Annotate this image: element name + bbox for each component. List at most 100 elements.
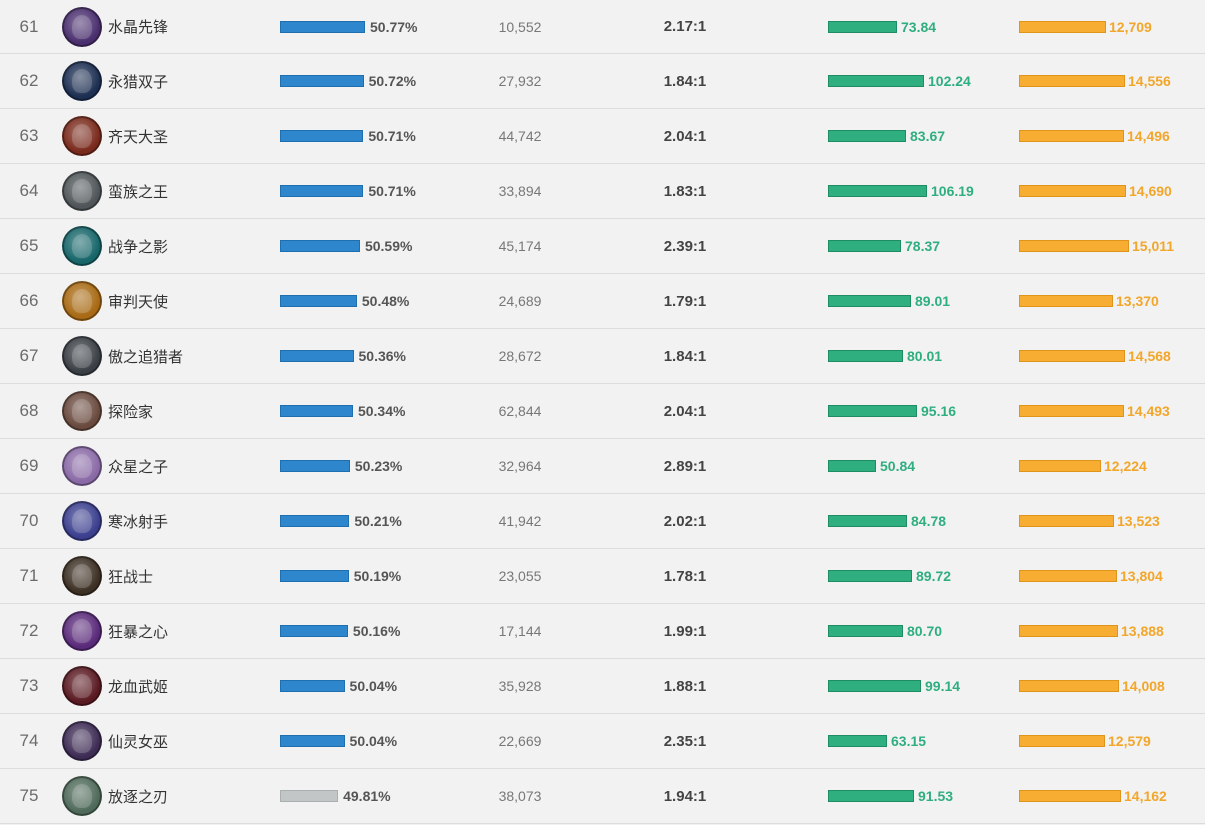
win-rate-cell: 50.71%: [280, 164, 416, 218]
games-played-value: 44,742: [498, 128, 542, 144]
win-rate-cell: 50.04%: [280, 659, 397, 713]
gold-cell: 14,690: [1019, 164, 1172, 218]
table-row[interactable]: 71 狂战士 50.19% 23,055 1.78:1 89.72 13,804: [0, 549, 1205, 604]
table-row[interactable]: 69 众星之子 50.23% 32,964 2.89:1 50.84 12,22…: [0, 439, 1205, 494]
champion-name[interactable]: 寒冰射手: [108, 512, 169, 531]
gold-value: 14,493: [1127, 403, 1170, 419]
gold-value: 12,579: [1108, 733, 1151, 749]
table-row[interactable]: 65 战争之影 50.59% 45,174 2.39:1 78.37 15,01…: [0, 219, 1205, 274]
champion-avatar[interactable]: [62, 61, 102, 101]
champion-name[interactable]: 探险家: [108, 402, 154, 421]
gold-value: 14,690: [1129, 183, 1172, 199]
table-row[interactable]: 68 探险家 50.34% 62,844 2.04:1 95.16 14,493: [0, 384, 1205, 439]
table-row[interactable]: 63 齐天大圣 50.71% 44,742 2.04:1 83.67 14,49…: [0, 109, 1205, 164]
damage-bar: [828, 735, 887, 747]
win-rate-bar: [280, 515, 350, 527]
champion-avatar[interactable]: [62, 281, 102, 321]
games-played-value: 33,894: [498, 183, 542, 199]
champion-avatar[interactable]: [62, 501, 102, 541]
gold-cell: 14,008: [1019, 659, 1165, 713]
kda-ratio-value: 2.04:1: [663, 402, 707, 420]
champion-name[interactable]: 仙灵女巫: [108, 732, 169, 751]
champion-avatar[interactable]: [62, 721, 102, 761]
kda-ratio-value: 1.83:1: [663, 182, 707, 200]
gold-cell: 14,496: [1019, 109, 1170, 163]
damage-value: 80.70: [907, 623, 943, 639]
win-rate-bar: [280, 350, 354, 362]
win-rate-cell: 50.77%: [280, 0, 417, 53]
gold-cell: 13,370: [1019, 274, 1159, 328]
damage-cell: 95.16: [828, 384, 956, 438]
champion-name[interactable]: 永猎双子: [108, 72, 169, 91]
win-rate-bar: [280, 460, 350, 472]
damage-bar: [828, 790, 914, 802]
table-row[interactable]: 72 狂暴之心 50.16% 17,144 1.99:1 80.70 13,88…: [0, 604, 1205, 659]
table-row[interactable]: 61 水晶先锋 50.77% 10,552 2.17:1 73.84 12,70…: [0, 0, 1205, 54]
champion-name[interactable]: 龙血武姬: [108, 677, 169, 696]
win-rate-cell: 50.23%: [280, 439, 402, 493]
champion-avatar[interactable]: [62, 171, 102, 211]
rank-number: 65: [19, 236, 39, 255]
damage-value: 80.01: [907, 348, 943, 364]
damage-value: 78.37: [905, 238, 941, 254]
champion-avatar[interactable]: [62, 556, 102, 596]
win-rate-bar: [280, 75, 364, 87]
champion-avatar[interactable]: [62, 776, 102, 816]
damage-cell: 83.67: [828, 109, 945, 163]
champion-avatar[interactable]: [62, 611, 102, 651]
rank-number: 72: [19, 621, 39, 640]
champion-name[interactable]: 狂暴之心: [108, 622, 169, 641]
champion-name[interactable]: 审判天使: [108, 292, 169, 311]
games-played-value: 23,055: [498, 568, 542, 584]
table-row[interactable]: 75 放逐之刃 49.81% 38,073 1.94:1 91.53 14,16…: [0, 769, 1205, 824]
games-played-value: 35,928: [498, 678, 542, 694]
champion-avatar[interactable]: [62, 226, 102, 266]
kda-ratio-value: 1.88:1: [663, 677, 707, 695]
win-rate-value: 50.36%: [358, 348, 406, 364]
champion-name[interactable]: 傲之追猎者: [108, 347, 184, 366]
gold-cell: 14,568: [1019, 329, 1171, 383]
win-rate-value: 50.71%: [368, 128, 416, 144]
damage-cell: 78.37: [828, 219, 940, 273]
table-row[interactable]: 66 审判天使 50.48% 24,689 1.79:1 89.01 13,37…: [0, 274, 1205, 329]
table-row[interactable]: 67 傲之追猎者 50.36% 28,672 1.84:1 80.01 14,5…: [0, 329, 1205, 384]
table-row[interactable]: 70 寒冰射手 50.21% 41,942 2.02:1 84.78 13,52…: [0, 494, 1205, 549]
champion-name[interactable]: 水晶先锋: [108, 18, 169, 36]
champion-name[interactable]: 战争之影: [108, 237, 169, 256]
champion-avatar[interactable]: [62, 116, 102, 156]
damage-bar: [828, 240, 901, 252]
gold-cell: 12,224: [1019, 439, 1147, 493]
rank-number: 75: [19, 786, 39, 805]
damage-cell: 80.70: [828, 604, 942, 658]
win-rate-value: 50.16%: [352, 623, 401, 639]
table-row[interactable]: 73 龙血武姬 50.04% 35,928 1.88:1 99.14 14,00…: [0, 659, 1205, 714]
win-rate-bar: [280, 130, 364, 142]
damage-cell: 89.72: [828, 549, 951, 603]
table-row[interactable]: 62 永猎双子 50.72% 27,932 1.84:1 102.24 14,5…: [0, 54, 1205, 109]
champion-avatar[interactable]: [62, 336, 102, 376]
win-rate-bar: [280, 680, 345, 692]
damage-cell: 106.19: [828, 164, 974, 218]
champion-name[interactable]: 蛮族之王: [108, 182, 169, 201]
champion-avatar[interactable]: [62, 446, 102, 486]
kda-ratio-value: 1.84:1: [663, 72, 707, 90]
rank-number: 68: [19, 401, 39, 420]
champion-avatar[interactable]: [62, 666, 102, 706]
table-row[interactable]: 64 蛮族之王 50.71% 33,894 1.83:1 106.19 14,6…: [0, 164, 1205, 219]
damage-value: 84.78: [911, 513, 947, 529]
champion-avatar[interactable]: [62, 6, 102, 47]
champion-name[interactable]: 狂战士: [108, 567, 154, 586]
win-rate-value: 50.59%: [364, 238, 413, 254]
gold-bar: [1019, 295, 1113, 307]
champion-name[interactable]: 众星之子: [108, 457, 169, 476]
kda-ratio-value: 2.17:1: [663, 18, 707, 35]
champion-avatar[interactable]: [62, 391, 102, 431]
champion-name[interactable]: 齐天大圣: [108, 127, 169, 146]
table-row[interactable]: 74 仙灵女巫 50.04% 22,669 2.35:1 63.15 12,57…: [0, 714, 1205, 769]
champion-name[interactable]: 放逐之刃: [108, 787, 169, 806]
gold-bar: [1019, 185, 1126, 197]
gold-bar: [1019, 680, 1119, 692]
damage-value: 63.15: [891, 733, 927, 749]
win-rate-value: 50.77%: [370, 18, 418, 35]
games-played-value: 24,689: [498, 293, 542, 309]
